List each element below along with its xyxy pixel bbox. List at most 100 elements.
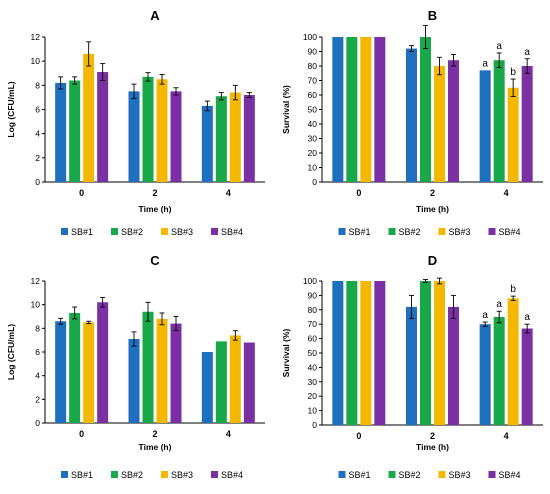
y-tick-label: 20 [308,148,318,158]
legend-label: SB#1 [71,470,93,480]
significance-label: b [510,284,516,295]
bar-SB1-t4 [479,70,491,182]
bar-SB2-t2 [142,311,154,423]
x-tick-label: 0 [79,188,84,198]
bar-SB1-t4 [201,105,213,182]
legend-label: SB#2 [121,227,143,237]
bar-SB2-t0 [69,80,81,182]
chart-a-xlabel: Time (h) [139,204,172,214]
bar-SB4-t4 [521,66,533,182]
bar-SB1-t0 [55,321,67,423]
y-tick-label: 10 [308,406,318,416]
bar-SB1-t2 [128,91,140,182]
y-tick-label: 8 [35,323,40,333]
legend-label: SB#2 [399,227,421,237]
bar-SB2-t0 [346,37,358,182]
legend-label: SB#4 [221,470,243,480]
bar-SB4-t0 [97,302,109,423]
y-tick-label: 80 [308,305,318,315]
legend-swatch [388,228,396,235]
bar-SB4-t4 [521,328,533,425]
chart-panel-d: D 0 10 20 30 40 50 60 70 80 90 100 Survival (%) 0 2 4 a a… [275,245,550,494]
legend-label: SB#1 [71,227,93,237]
bar-SB4-t4 [243,95,255,182]
legend-label: SB#4 [221,227,243,237]
legend-label: SB#1 [349,470,371,480]
y-tick-label: 6 [35,105,40,115]
legend-swatch [61,471,68,478]
legend-label: SB#2 [399,470,421,480]
y-tick-label: 70 [308,319,318,329]
y-tick-label: 0 [312,420,317,430]
bar-SB2-t0 [69,312,81,423]
legend-swatch [61,228,68,235]
y-tick-label: 0 [35,418,40,428]
chart-a-ylabel: Log (CFU/mL) [6,81,16,137]
x-tick-label: 2 [152,429,157,439]
bar-SB4-t2 [448,60,459,183]
x-tick-label: 2 [430,188,435,198]
legend-label: SB#2 [121,470,143,480]
bar-SB3-t4 [507,298,519,425]
bar-SB4-t0 [374,281,386,425]
x-tick-label: 0 [79,429,84,439]
significance-label: a [482,310,488,321]
bar-SB2-t2 [420,37,431,182]
bar-SB3-t2 [156,79,168,182]
bar-SB3-t0 [360,37,372,182]
x-tick-label: 4 [226,429,231,439]
chart-c-ylabel: Log (CFU/mL) [6,324,16,380]
bar-SB4-t0 [97,72,109,182]
significance-label: a [496,41,502,52]
y-tick-label: 8 [35,80,40,90]
y-tick-label: 60 [308,90,318,100]
y-tick-label: 100 [303,276,317,286]
bar-SB3-t2 [434,66,445,182]
bar-SB3-t4 [229,335,241,423]
y-tick-label: 20 [308,391,318,401]
legend-swatch [488,471,496,478]
y-tick-label: 50 [308,348,318,358]
significance-label: a [524,47,530,58]
legend-label: SB#3 [171,227,193,237]
y-tick-label: 4 [35,371,40,381]
legend-swatch [438,471,446,478]
y-tick-label: 2 [35,153,40,163]
y-tick-label: 12 [31,276,41,286]
y-tick-label: 0 [35,177,40,187]
bar-SB3-t0 [360,281,372,425]
legend-swatch [388,471,396,478]
y-tick-label: 90 [308,47,318,57]
bar-SB2-t2 [420,281,431,425]
y-tick-label: 6 [35,347,40,357]
legend-swatch [161,471,168,478]
bar-SB4-t4 [243,342,255,423]
legend-label: SB#1 [349,227,371,237]
chart-b-xlabel: Time (h) [416,204,449,214]
legend-label: SB#4 [499,227,521,237]
x-tick-label: 4 [504,188,509,198]
legend-label: SB#3 [171,470,193,480]
bar-SB3-t0 [83,53,95,182]
legend-swatch [161,228,168,235]
legend-label: SB#4 [499,470,521,480]
bar-SB4-t2 [170,323,182,423]
bar-SB2-t4 [493,317,505,425]
y-tick-label: 80 [308,61,318,71]
bar-SB3-t0 [83,322,95,423]
x-tick-label: 4 [226,188,231,198]
chart-panel-c: C 0 2 4 6 8 10 12 Log (CFU/mL) 0 2 4 Time (h) SB#1 SB#… [0,245,275,494]
significance-label: a [482,58,488,69]
bar-SB4-t0 [374,37,386,182]
chart-panel-a: A 0 2 4 6 8 10 12 Log (CFU/mL) 0 2 4 Time (h) SB#1 SB#… [0,0,275,250]
bar-SB2-t4 [493,60,505,183]
bar-SB1-t4 [201,352,213,423]
y-tick-label: 12 [31,32,41,42]
x-tick-label: 0 [356,188,361,198]
y-tick-label: 30 [308,134,318,144]
chart-c-svg: C 0 2 4 6 8 10 12 Log (CFU/mL) 0 2 4 Time (h) SB#1 SB#… [6,253,265,480]
bar-SB1-t0 [55,82,67,182]
bar-SB1-t0 [332,37,344,182]
bar-SB3-t4 [229,92,241,182]
